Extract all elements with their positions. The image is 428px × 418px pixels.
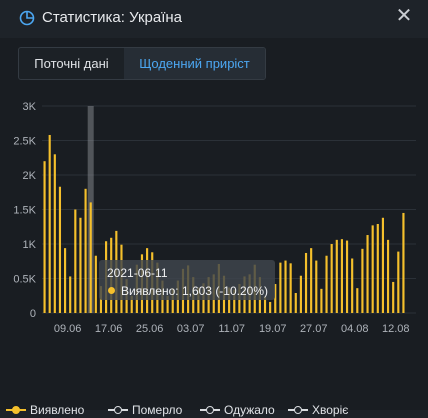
- bar: [166, 295, 169, 313]
- bar: [320, 288, 323, 313]
- x-tick-label: 27.07: [300, 323, 328, 335]
- bar: [325, 255, 328, 313]
- bar: [130, 295, 133, 313]
- bar: [304, 252, 308, 313]
- x-tick-label: 09.06: [54, 323, 82, 335]
- legend-confirmed-label: Виявлено: [30, 403, 85, 417]
- tab-current-data[interactable]: Поточні дані: [34, 56, 109, 71]
- bar: [402, 212, 405, 313]
- bar: [340, 239, 343, 313]
- tooltip-series-dot: [108, 287, 115, 294]
- legend-confirmed-marker: [12, 406, 20, 414]
- x-tick-label: 03.07: [177, 323, 205, 335]
- bar: [263, 296, 267, 313]
- bar: [381, 217, 385, 313]
- x-tick-label: 25.06: [136, 323, 164, 335]
- y-tick-label: 0.5K: [13, 274, 36, 286]
- close-icon[interactable]: ✕: [395, 5, 413, 27]
- y-tick-label: 2K: [23, 170, 37, 182]
- legend-recovered[interactable]: Одужало: [200, 403, 290, 417]
- x-tick-label: 12.08: [382, 323, 410, 335]
- bar: [79, 217, 82, 313]
- bar: [84, 188, 87, 313]
- bar: [89, 202, 92, 313]
- legend-deaths-marker: [114, 406, 122, 414]
- bar: [294, 292, 297, 313]
- bar: [371, 225, 374, 313]
- bar: [345, 240, 349, 313]
- window-title: Статистика: Україна: [42, 9, 183, 26]
- bar: [351, 258, 354, 313]
- bar: [366, 235, 369, 313]
- bar: [171, 288, 174, 313]
- bar: [69, 276, 72, 313]
- tab-bar: Поточні дані Щоденний приріст: [18, 47, 266, 80]
- y-tick-label: 2.5K: [13, 136, 36, 148]
- pie-chart-icon: [19, 10, 35, 26]
- legend-deaths-label: Померло: [132, 403, 183, 417]
- bar: [386, 239, 390, 313]
- bar: [310, 248, 313, 313]
- x-tick-labels: 09.06 17.06 25.06 03.07 11.07 19.07 27.07 04.08…: [54, 323, 410, 335]
- bar: [43, 161, 46, 313]
- bar: [58, 186, 62, 313]
- x-tick-label: 04.08: [341, 323, 369, 335]
- y-tick-label: 1.5K: [13, 205, 36, 217]
- bar: [197, 287, 200, 313]
- bar: [376, 223, 379, 313]
- bar: [233, 289, 236, 313]
- bar: [274, 284, 277, 313]
- bar: [315, 260, 318, 313]
- bar: [356, 288, 359, 313]
- x-tick-label: 17.06: [95, 323, 123, 335]
- legend-deaths[interactable]: Померло: [108, 403, 198, 417]
- bar: [228, 287, 231, 313]
- bar: [53, 154, 56, 313]
- bar: [63, 248, 67, 313]
- legend-active-marker: [294, 406, 302, 414]
- bar: [330, 244, 333, 313]
- daily-growth-chart: 0 0.5K 1K 1.5K 2K 2.5K 3K 09.06 17.06 25.06 03.07…: [13, 101, 416, 335]
- chart-tooltip: 2021-06-11 Виявлено: 1,603 (-10.20%): [99, 260, 275, 300]
- content-panel: [0, 38, 428, 410]
- legend-active-label: Хворіє: [312, 403, 349, 417]
- bar: [335, 239, 338, 313]
- chart-legend: Виявлено Померло Одужало Хворіє: [0, 401, 428, 418]
- title-bar: Статистика: Україна ✕: [0, 0, 428, 38]
- bar: [397, 251, 400, 313]
- y-tick-label: 1K: [23, 239, 37, 251]
- bar: [94, 255, 97, 313]
- bar: [284, 260, 287, 313]
- bar: [48, 134, 51, 313]
- y-tick-label: 0: [30, 308, 36, 320]
- x-tick-label: 11.07: [218, 323, 245, 335]
- tooltip-value: Виявлено: 1,603 (-10.20%): [121, 284, 268, 298]
- bar: [361, 248, 364, 313]
- x-tick-label: 19.07: [259, 323, 287, 335]
- legend-recovered-marker: [206, 406, 214, 414]
- bar: [269, 301, 272, 313]
- legend-active[interactable]: Хворіє: [288, 403, 378, 417]
- bar: [299, 275, 302, 313]
- bar: [74, 209, 77, 313]
- tab-daily-growth[interactable]: Щоденний приріст: [124, 48, 265, 79]
- bar: [392, 281, 395, 313]
- tooltip-date: 2021-06-11: [107, 266, 168, 280]
- y-tick-labels: 0 0.5K 1K 1.5K 2K 2.5K 3K: [13, 101, 36, 320]
- legend-recovered-label: Одужало: [224, 403, 275, 417]
- bar: [289, 263, 292, 313]
- y-tick-label: 3K: [23, 101, 37, 113]
- legend-confirmed[interactable]: Виявлено: [6, 403, 104, 417]
- bar: [279, 262, 282, 313]
